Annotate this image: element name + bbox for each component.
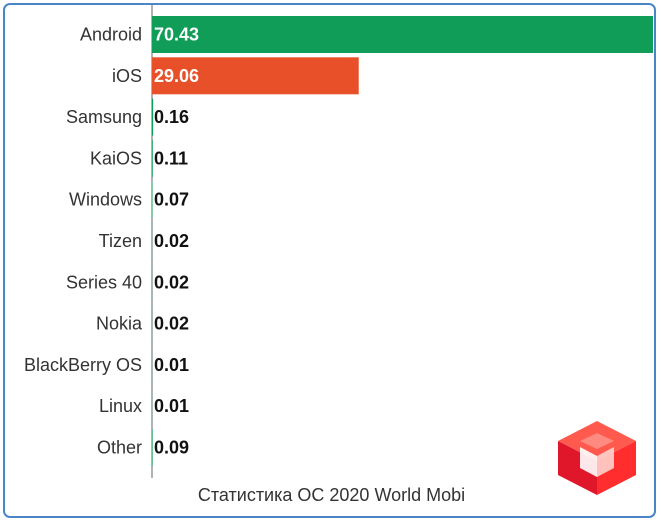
value-label-blackberry-os: 0.01 bbox=[154, 355, 189, 375]
value-label-ios: 29.06 bbox=[154, 66, 199, 86]
category-label-linux: Linux bbox=[99, 396, 142, 416]
chart-caption: Статистика ОС 2020 World Mobi bbox=[197, 485, 466, 505]
category-label-windows: Windows bbox=[69, 190, 142, 210]
category-label-nokia: Nokia bbox=[96, 314, 143, 334]
bar-other bbox=[152, 429, 153, 466]
bar-samsung bbox=[152, 98, 154, 136]
red-cube-logo-icon bbox=[558, 421, 636, 495]
category-label-samsung: Samsung bbox=[66, 107, 142, 127]
bars-group: Android 70.43 iOS 29.06 Samsung 0.16 KaiOS 0.11… bbox=[24, 16, 653, 466]
category-label-kaios: KaiOS bbox=[90, 148, 142, 168]
bar-chart: Android 70.43 iOS 29.06 Samsung 0.16 KaiOS 0.11… bbox=[24, 5, 653, 478]
category-label-tizen: Tizen bbox=[99, 231, 142, 251]
chart-frame: Android 70.43 iOS 29.06 Samsung 0.16 KaiOS 0.11… bbox=[3, 3, 656, 518]
value-label-android: 70.43 bbox=[154, 25, 199, 45]
bar-kaios bbox=[152, 139, 153, 177]
value-label-kaios: 0.11 bbox=[154, 148, 188, 168]
value-label-other: 0.09 bbox=[154, 438, 189, 458]
value-label-windows: 0.07 bbox=[154, 190, 189, 210]
value-label-samsung: 0.16 bbox=[154, 107, 189, 127]
category-label-blackberry-os: BlackBerry OS bbox=[24, 355, 142, 375]
value-label-tizen: 0.02 bbox=[154, 231, 189, 251]
value-label-linux: 0.01 bbox=[154, 396, 189, 416]
category-label-ios: iOS bbox=[112, 66, 142, 86]
category-label-other: Other bbox=[97, 438, 142, 458]
bar-android bbox=[152, 16, 653, 53]
value-label-nokia: 0.02 bbox=[154, 314, 189, 334]
category-label-series-40: Series 40 bbox=[66, 272, 142, 292]
bar-ios bbox=[152, 57, 359, 95]
category-label-android: Android bbox=[80, 25, 142, 45]
value-label-series-40: 0.02 bbox=[154, 272, 189, 292]
